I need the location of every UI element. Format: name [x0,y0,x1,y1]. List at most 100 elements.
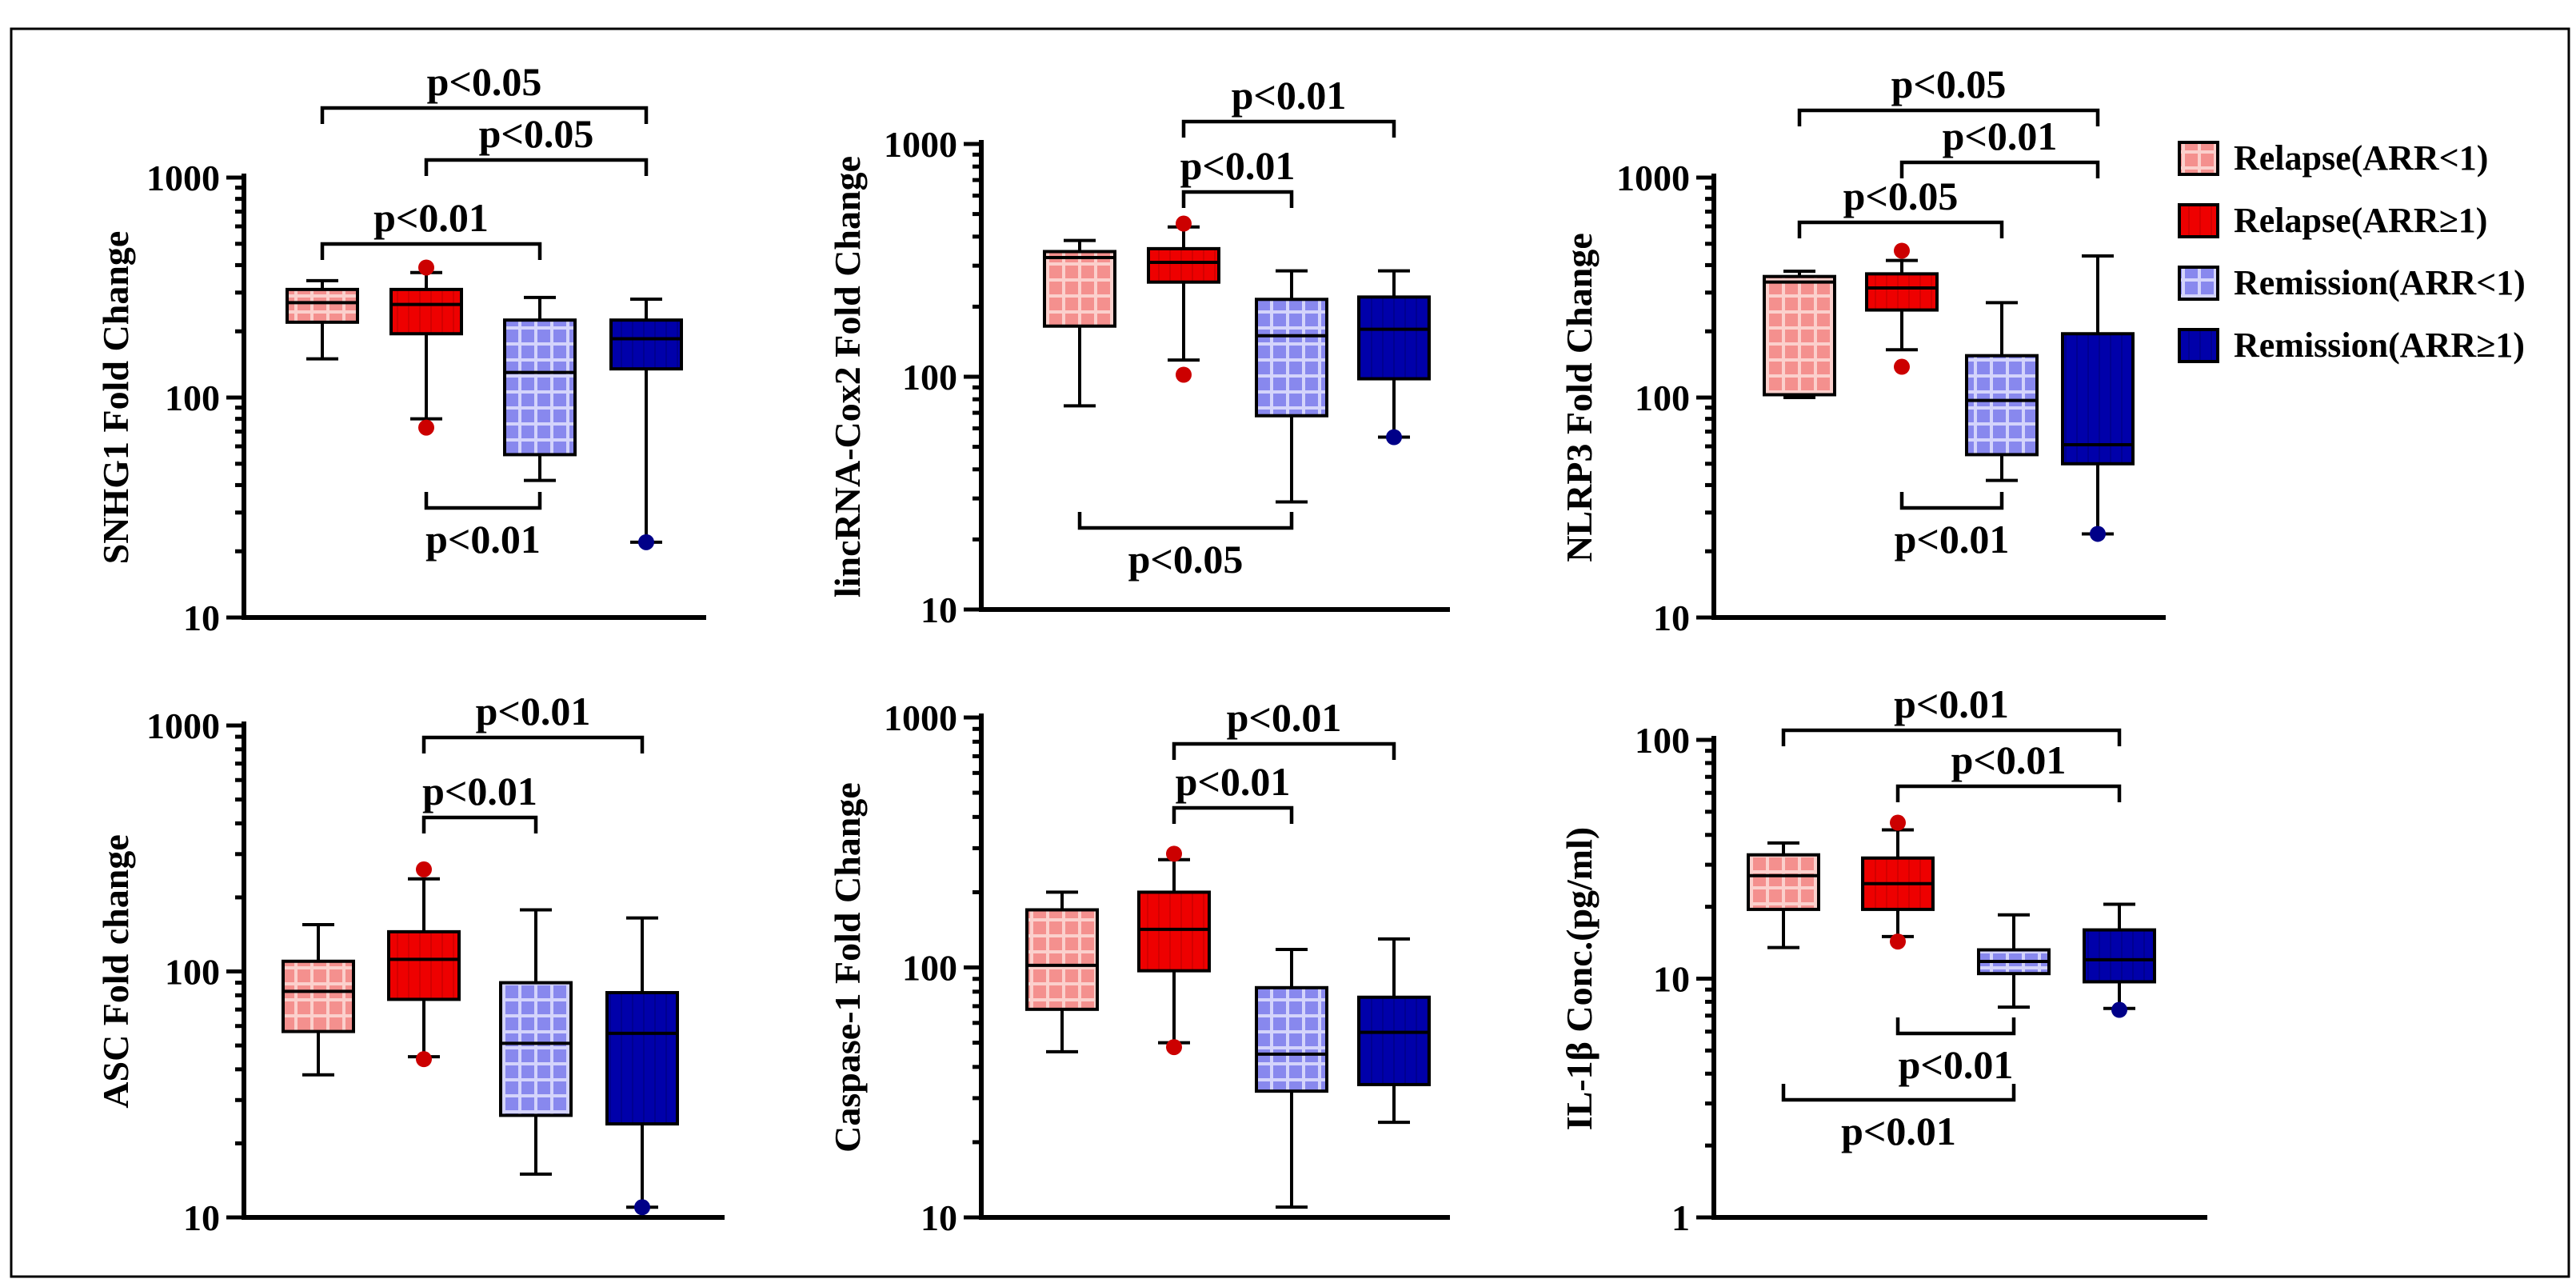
outlier-point [1894,242,1910,259]
box-body [503,318,577,457]
p-value-label: p<0.01 [425,517,541,562]
outlier-point [418,259,434,276]
outlier-point [2090,526,2106,542]
chart-panel-nlrp3: 10 100 1000 NLRP3 Fold Change p<0.05 p<0.01 p<… [1559,62,2166,638]
bracket-line [1181,190,1294,208]
legend-label: Remission(ARR≥1) [2234,326,2525,365]
box-1 [282,922,355,1077]
significance-bracket: p<0.01 [1895,492,2010,562]
bracket-line [1172,741,1396,760]
p-value-label: p<0.01 [373,195,489,240]
y-tick-label: 10 [921,590,957,630]
box-body [1025,908,1099,1011]
legend-entry-1: Relapse(ARR<1) [2178,138,2488,178]
outlier-point [1894,358,1910,375]
box-1 [1763,270,1836,399]
box-body [1255,298,1328,418]
box-body [1147,246,1220,284]
chart-panel-asc: 10 100 1000 ASC Fold change p<0.01 p<0.01 [95,689,725,1238]
p-value-label: p<0.01 [1943,114,2058,158]
y-tick-label: 1 [1671,1197,1690,1238]
p-value-label: p<0.05 [427,59,542,104]
bracket-line [320,106,649,124]
outlier-point [1890,933,1906,950]
y-tick-label: 100 [902,948,957,989]
y-tick-label: 100 [165,952,220,993]
box-body [1763,274,1836,397]
significance-bracket: p<0.01 [1172,759,1294,824]
significance-bracket: p<0.05 [320,59,649,124]
p-value-label: p<0.01 [1227,695,1342,740]
outlier-point [1176,366,1192,383]
box-body [1357,995,1431,1086]
chart-panel-lincrna-cox2: 10 100 1000 lincRNA-Cox2 Fold Change p<0.01 p… [827,73,1450,630]
legend-entry-2: Relapse(ARR≥1) [2178,201,2487,240]
box-3 [1255,269,1328,504]
outlier-point [416,1051,432,1068]
box-2 [1861,814,1935,950]
p-value-label: p<0.01 [422,769,537,813]
y-tick-label: 1000 [146,705,220,746]
y-axis-label: NLRP3 Fold Change [1559,233,1600,562]
bracket-line [1797,108,2100,126]
bracket-line [1781,728,2122,746]
significance-bracket: p<0.01 [1781,1084,2016,1153]
outlier-point [1166,1039,1182,1056]
y-tick-label: 1000 [1616,158,1690,198]
box-4 [1357,937,1431,1125]
y-axis-label: Caspase-1 Fold Change [827,782,868,1153]
y-tick-label: 100 [1635,378,1690,418]
box-4 [2061,254,2135,542]
bracket-line [1181,119,1396,138]
y-tick-label: 10 [1653,959,1690,1000]
box-4 [609,298,683,550]
legend-entry-3: Remission(ARR<1) [2178,263,2526,302]
outlier-point [1176,215,1192,232]
box-body [1965,354,2039,457]
box-body [1137,890,1211,973]
p-value-label: p<0.01 [476,689,591,733]
significance-bracket: p<0.05 [1077,512,1294,582]
box-2 [1865,242,1939,375]
box-2 [389,259,463,436]
bracket-line [424,158,649,176]
legend-swatch [2178,203,2219,238]
y-tick-label: 10 [921,1197,957,1238]
box-body [605,991,679,1126]
y-tick-label: 100 [1635,720,1690,761]
box-body [499,981,573,1117]
p-value-label: p<0.01 [1895,517,2010,562]
p-value-label: p<0.05 [1843,174,1959,218]
significance-bracket: p<0.01 [320,195,542,260]
box-4 [2083,902,2156,1018]
box-body [609,318,683,371]
box-1 [1747,841,1820,949]
significance-bracket: p<0.01 [1172,695,1396,760]
legend-entry-4: Remission(ARR≥1) [2178,326,2525,365]
bracket-line [1895,784,2122,802]
significance-bracket: p<0.01 [421,769,538,833]
significance-bracket: p<0.01 [1181,73,1396,138]
p-value-label: p<0.05 [479,111,594,156]
bracket-line [1077,512,1294,530]
p-value-label: p<0.01 [1951,737,2067,782]
box-3 [1255,948,1328,1209]
p-value-label: p<0.05 [1891,62,2007,106]
outlier-point [638,534,654,550]
box-body [1043,250,1116,328]
box-3 [1965,301,2039,482]
box-2 [1147,215,1220,383]
bracket-line [1781,1084,2016,1102]
legend-swatch [2178,266,2219,301]
legend-swatch [2178,141,2219,176]
significance-bracket: p<0.01 [424,492,542,562]
y-tick-label: 100 [165,378,220,418]
box-body [1865,272,1939,312]
box-3 [503,295,577,482]
legend-label: Relapse(ARR≥1) [2234,201,2487,240]
y-tick-label: 10 [1653,598,1690,638]
significance-bracket: p<0.05 [1797,174,2004,238]
y-axis-label: IL-1β Conc.(pg/ml) [1559,827,1600,1130]
